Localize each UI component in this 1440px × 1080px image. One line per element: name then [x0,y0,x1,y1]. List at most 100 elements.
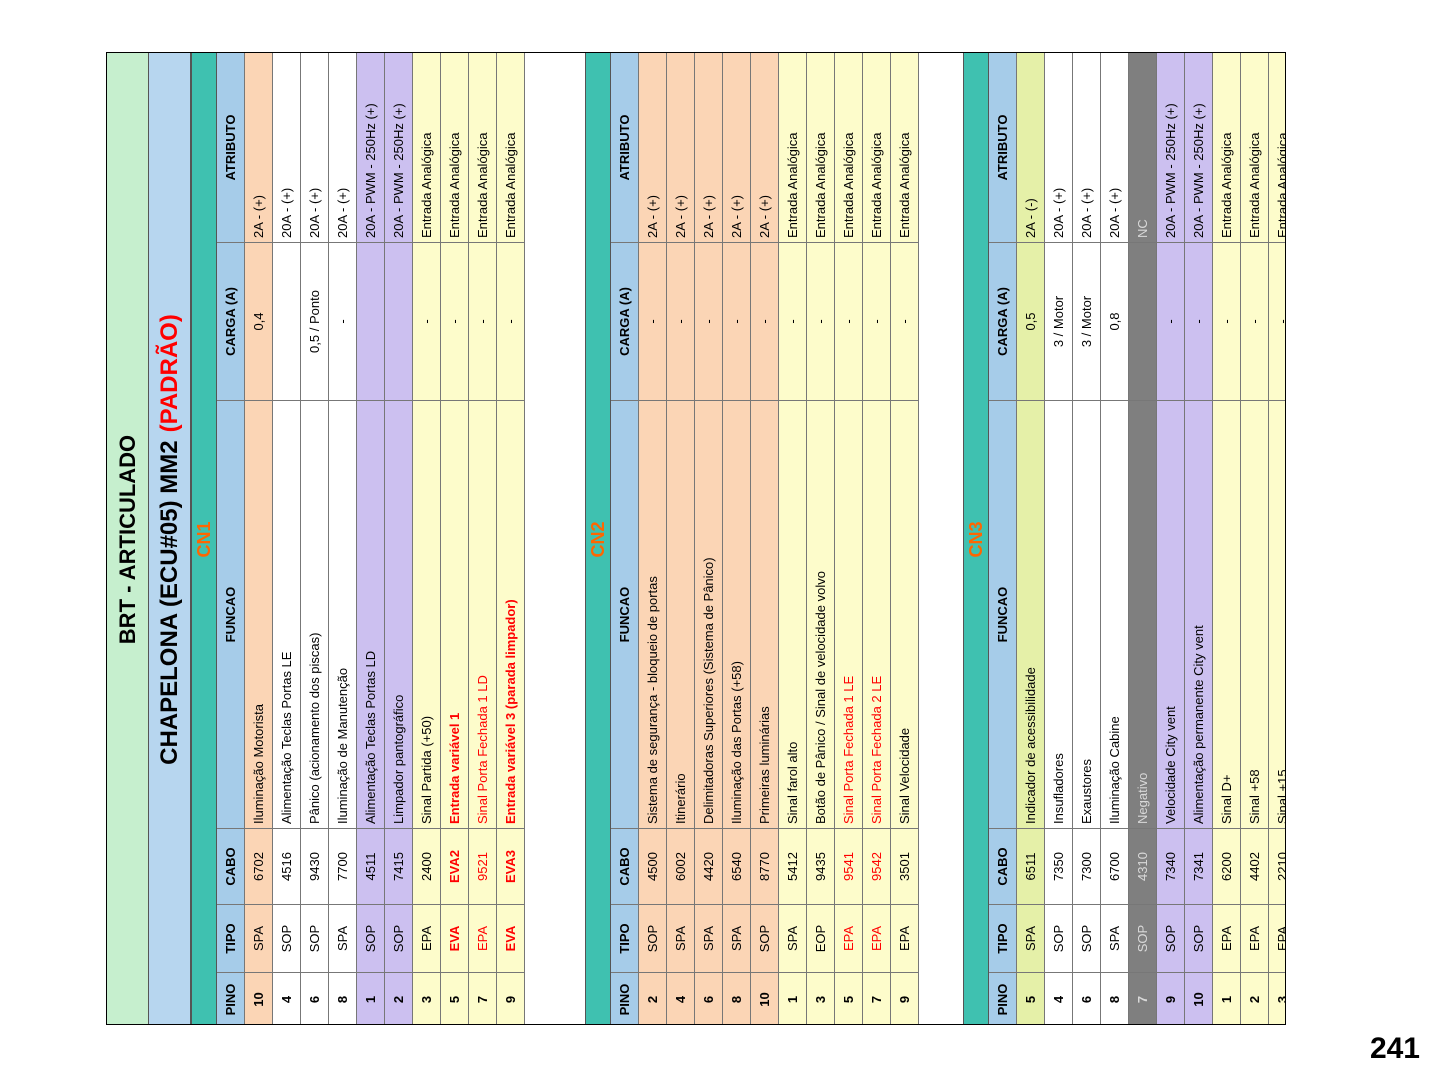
cell-cabo: 4511 [357,828,384,904]
connector-gap [557,53,585,1024]
cell-carga: - [1213,242,1240,400]
cell-funcao: Entrada variável 3 (parada limpador) [497,400,524,828]
cell-funcao: Alimentação permanente City vent [1185,400,1212,828]
cell-carga: 0,8 [1101,242,1128,400]
cell-atributo: Entrada Analógica [869,132,884,238]
cell-atributo: Entrada Analógica [419,132,434,238]
table-row: 10 SOP 7341 Alimentação permanente City ven… [1185,53,1213,1024]
cell-funcao: Delimitadoras Superiores (Sistema de Pân… [695,400,722,828]
cell-tipo: SOP [1045,904,1072,972]
column-header: CARGA (A) [989,242,1016,400]
cell-carga: - [639,242,666,400]
column-header: TIPO [611,904,638,972]
table-row: 8 SPA 6700 Iluminação Cabine 0,8 20A - (+) [1101,53,1129,1024]
cell-atributo: Entrada Analógica [447,132,462,238]
cell-funcao: Alimentação Teclas Portas LD [357,400,384,828]
cell-atributo: Entrada Analógica [503,132,518,238]
cell-funcao: Entrada variável 1 [441,400,468,828]
cell-pino: 10 [245,972,272,1024]
table-row: 3EPA2210Sinal +15- Entrada Analógica [1269,53,1286,1024]
cell-tipo: SOP [1157,904,1184,972]
cell-atributo: Entrada Analógica [897,132,912,238]
column-header: FUNCAO [989,400,1016,828]
cell-atributo: Entrada Analógica [1247,132,1262,238]
cell-funcao: Exaustores [1073,400,1100,828]
cell-tipo: SOP [357,904,384,972]
cell-cabo: 4310 [1129,828,1156,904]
cell-cabo: 9541 [835,828,862,904]
cell-carga: - [891,242,918,400]
subtitle-highlight: (PADRÃO) [155,314,183,433]
cell-atributo: Entrada Analógica [1275,132,1286,238]
cell-cabo: 3501 [891,828,918,904]
cell-cabo: 8770 [751,828,778,904]
cell-funcao: Sinal farol alto [779,400,806,828]
cell-tipo: EPA [835,904,862,972]
table-header: PINO TIPO CABO FUNCAO CARGA (A) ATRIBUTO [611,53,639,1024]
cell-tipo: EPA [1241,904,1268,972]
cell-pino: 6 [301,972,328,1024]
cell-cabo: 7341 [1185,828,1212,904]
cell-tipo: EPA [469,904,496,972]
cell-cabo: 6511 [1017,828,1044,904]
subtitle-main: CHAPELONA (ECU#05) MM2 [155,440,183,765]
cell-atributo: Entrada Analógica [1219,132,1234,238]
column-header: CABO [217,828,244,904]
cell-cabo: 6540 [723,828,750,904]
column-header: ATRIBUTO [223,114,238,181]
cell-funcao: Sinal Velocidade [891,400,918,828]
cell-cabo: 7340 [1157,828,1184,904]
table-row: 4 SPA 6002 Itinerário - 2A - (+) [667,53,695,1024]
cell-cabo: 7700 [329,828,356,904]
cell-tipo: SOP [273,904,300,972]
cell-atributo: 2A - (+) [729,195,744,238]
cell-pino: 7 [469,972,496,1024]
cell-carga: - [497,242,524,400]
table-header: PINO TIPO CABO FUNCAO CARGA (A) ATRIBUTO [989,53,1017,1024]
cell-pino: 9 [891,972,918,1024]
cell-tipo: SOP [639,904,666,972]
cell-carga: - [413,242,440,400]
cell-atributo: 2A - (+) [645,195,660,238]
cell-atributo: 20A - PWM - 250Hz (+) [1191,103,1206,238]
connector-title-1: CN2 [585,53,611,1024]
cell-funcao: Sinal +15 [1269,400,1285,828]
cell-atributo: 2A - (+) [251,195,266,238]
table-row: 1 EPA 6200 Sinal D+ - Entrada Analógica [1213,53,1241,1024]
cell-funcao: Iluminação Cabine [1101,400,1128,828]
cell-pino: 6 [1073,972,1100,1024]
cell-pino: 9 [1157,972,1184,1024]
cell-cabo: 9430 [301,828,328,904]
cell-cabo: 9542 [863,828,890,904]
cell-carga [357,242,384,400]
cell-atributo: 2A - (+) [673,195,688,238]
table-row: 8 SPA 6540 Iluminação das Portas (+58) - 2A -… [723,53,751,1024]
table-row: 4 SOP 7350 Insufladores 3 / Motor 20A - (+) [1045,53,1073,1024]
cell-carga: 0,5 [1017,242,1044,400]
cell-pino: 5 [441,972,468,1024]
table-row: 6 SPA 4420 Delimitadoras Superiores (Sistem… [695,53,723,1024]
cell-funcao: Negativo [1129,400,1156,828]
cell-funcao: Primeiras luminárias [751,400,778,828]
table-row: 9 SOP 7340 Velocidade City vent - 20A - PWM -… [1157,53,1185,1024]
cell-funcao: Sinal Porta Fechada 1 LD [469,400,496,828]
cell-carga: 0,5 / Ponto [301,242,328,400]
table-row: 7 SOP 4310 Negativo NC [1129,53,1157,1024]
cell-carga: - [1157,242,1184,400]
cell-carga: - [807,242,834,400]
cell-cabo: 4516 [273,828,300,904]
cell-pino: 2 [639,972,666,1024]
cell-cabo: 7300 [1073,828,1100,904]
cell-atributo: 2A - (-) [1023,198,1038,238]
cell-carga [1129,242,1156,400]
cell-funcao: Botão de Pânico / Sinal de velocidade vo… [807,400,834,828]
cell-atributo: Entrada Analógica [813,132,828,238]
cell-carga: - [751,242,778,400]
cell-atributo: Entrada Analógica [785,132,800,238]
cell-pino: 7 [1129,972,1156,1024]
column-header: CARGA (A) [611,242,638,400]
cell-tipo: SPA [667,904,694,972]
cell-pino: 6 [695,972,722,1024]
cell-tipo: SPA [245,904,272,972]
table-header: PINO TIPO CABO FUNCAO CARGA (A) ATRIBUTO [217,53,245,1024]
